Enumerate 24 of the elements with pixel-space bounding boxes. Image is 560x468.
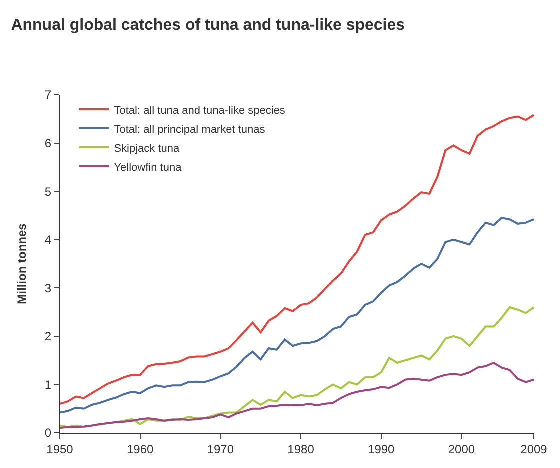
y-tick-label: 7 [44,88,52,102]
line-series [60,362,534,430]
x-tick-label: 1970 [207,442,234,456]
y-tick-label: 1 [44,378,52,392]
y-tick-label: 6 [44,136,52,150]
legend-label: Skipjack tuna [114,142,181,155]
y-tick-label: 5 [44,184,52,199]
legend-label: Total: all tuna and tuna-like species [114,104,286,117]
x-tick-label: 2000 [448,442,476,456]
x-tick-label: 1980 [288,442,315,456]
legend-label: Yellowfin tuna [114,162,183,174]
y-tick-label: 3 [44,281,52,296]
x-tick-label: 2009 [520,442,548,456]
legend-label: Total: all principal market tunas [114,124,266,136]
line-series [60,306,534,428]
y-tick-label: 2 [44,330,52,344]
y-tick-label: 4 [44,233,52,248]
x-tick-label: 1950 [46,442,74,456]
y-axis-title: Million tonnes [15,223,30,304]
y-tick-label: 0 [44,426,52,440]
x-tick-label: 1960 [126,442,154,456]
line-series [60,217,534,414]
chart-title: Annual global catches of tuna and tuna-like species [11,16,406,34]
x-tick-label: 1990 [368,442,396,456]
